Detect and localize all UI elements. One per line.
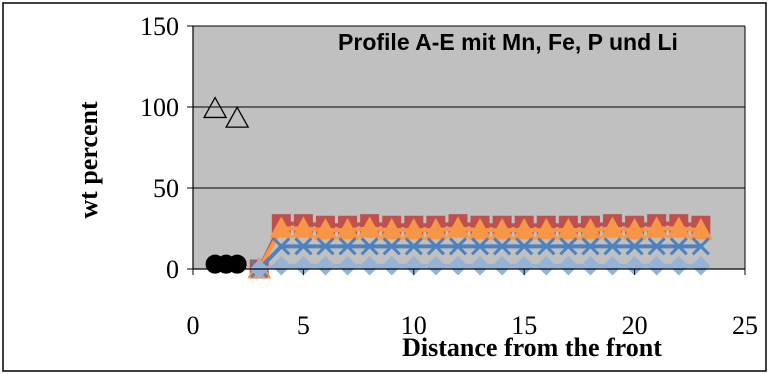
data-point	[556, 218, 581, 240]
data-point	[536, 256, 556, 276]
data-point	[291, 216, 316, 238]
data-point	[382, 256, 402, 276]
y-tick-label: 0	[166, 255, 179, 284]
data-point	[644, 216, 669, 238]
data-point	[580, 256, 601, 276]
data-point	[625, 237, 644, 256]
series-0	[202, 96, 250, 128]
y-tick-label: 50	[153, 174, 179, 203]
data-point	[272, 237, 291, 256]
data-point	[669, 237, 688, 256]
axes	[187, 25, 746, 275]
data-point	[558, 256, 579, 276]
data-point	[426, 237, 445, 256]
data-point	[225, 106, 250, 128]
gridlines	[193, 25, 745, 189]
data-point	[360, 237, 379, 256]
x-axis-title: Distance from the front	[402, 333, 662, 362]
x-tick-label: 20	[622, 311, 648, 340]
data-point	[379, 218, 404, 240]
data-point	[515, 237, 534, 256]
data-point	[294, 237, 313, 256]
y-tick-label: 100	[140, 93, 179, 122]
series-5	[249, 256, 711, 279]
data-point	[448, 237, 468, 256]
series-1	[205, 254, 247, 274]
data-point	[493, 237, 512, 256]
x-tick-label: 10	[401, 311, 427, 340]
data-point	[490, 218, 514, 240]
data-point	[448, 256, 468, 276]
y-axis-title: wt percent	[74, 101, 103, 219]
data-point	[647, 237, 666, 256]
data-point	[401, 218, 426, 240]
data-point	[446, 216, 470, 238]
data-point	[691, 256, 711, 276]
series-layer	[202, 96, 713, 279]
data-point	[622, 218, 647, 240]
data-point	[202, 96, 228, 119]
data-point	[337, 256, 358, 276]
data-point	[534, 218, 559, 240]
x-tick-label: 25	[732, 311, 758, 340]
data-point	[313, 218, 338, 240]
data-point	[424, 218, 448, 240]
data-point	[646, 256, 667, 276]
y-tick-label: 150	[140, 12, 179, 41]
data-point	[603, 237, 622, 256]
data-point	[559, 237, 578, 256]
data-point	[602, 256, 623, 276]
data-point	[357, 216, 382, 238]
data-point	[537, 237, 556, 256]
data-point	[581, 237, 600, 256]
data-point	[512, 218, 537, 240]
data-point	[227, 254, 247, 274]
x-tick-label: 5	[297, 311, 310, 340]
data-point	[316, 237, 335, 256]
data-point	[470, 256, 490, 276]
data-point	[666, 216, 691, 238]
tick-labels: 0 50 100 150 0 5 10 15 20 25	[140, 12, 758, 340]
x-tick-label: 15	[511, 311, 537, 340]
data-point	[470, 237, 490, 256]
data-point	[269, 216, 294, 238]
series-4	[250, 237, 710, 279]
data-point	[382, 237, 401, 256]
series-3	[247, 216, 713, 279]
data-point	[335, 218, 360, 240]
data-point	[691, 237, 710, 256]
x-tick-label: 0	[187, 311, 200, 340]
data-point	[688, 218, 713, 240]
data-point	[492, 256, 512, 276]
data-point	[338, 237, 357, 256]
data-point	[359, 256, 380, 276]
data-point	[404, 237, 423, 256]
data-point	[426, 256, 446, 276]
data-point	[271, 256, 292, 276]
data-point	[578, 218, 603, 240]
data-point	[315, 256, 336, 276]
data-point	[669, 256, 689, 276]
chart-title: Profile A-E mit Mn, Fe, P und Li	[338, 29, 678, 55]
data-point	[600, 216, 625, 238]
data-point	[468, 218, 492, 240]
